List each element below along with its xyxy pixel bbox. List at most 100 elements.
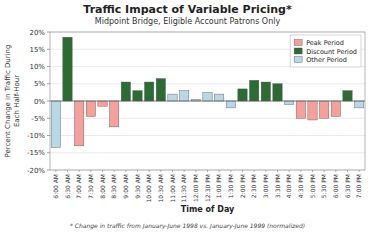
grid-line: [50, 101, 365, 102]
y-tick: [47, 135, 50, 136]
bar: [320, 101, 329, 118]
y-axis-label-line: Percent Change in Traffic During: [4, 45, 12, 158]
bar: [63, 37, 72, 101]
bar: [250, 80, 259, 101]
y-tick: [47, 170, 50, 171]
x-tick: [172, 170, 173, 172]
bar: [273, 84, 282, 101]
x-tick-label: 9:00 AM: [122, 174, 129, 199]
y-tick-label: 5%: [34, 80, 45, 88]
bar: [238, 89, 247, 101]
x-tick: [324, 170, 325, 172]
x-tick-label: 8:00 AM: [99, 174, 106, 199]
y-tick: [47, 49, 50, 50]
x-tick-label: 6:00 AM: [52, 174, 59, 199]
bar: [285, 101, 294, 104]
y-tick-label: 20%: [29, 29, 45, 37]
legend-box: [290, 35, 361, 67]
bar: [296, 101, 305, 118]
x-tick: [219, 170, 220, 172]
x-tick-label: 12:00 PM: [192, 174, 199, 202]
grid-line: [50, 135, 365, 136]
legend-label: Discount Period: [306, 48, 357, 56]
legend-swatch: [294, 48, 302, 54]
x-tick-label: 6:00 PM: [332, 174, 339, 198]
bar: [203, 92, 212, 101]
x-axis-label: Time of Day: [181, 205, 235, 214]
x-tick: [160, 170, 161, 172]
title: Traffic Impact of Variable Pricing*: [83, 3, 292, 16]
subtitle: Midpoint Bridge, Eligible Account Patron…: [95, 17, 281, 26]
x-tick: [242, 170, 243, 172]
x-tick: [149, 170, 150, 172]
chart: Traffic Impact of Variable Pricing*Midpo…: [0, 0, 375, 233]
x-tick-label: 10:00 AM: [145, 174, 152, 202]
bar: [261, 82, 270, 101]
y-axis-label: Percent Change in Traffic DuringEach Hal…: [4, 45, 21, 158]
x-tick: [90, 170, 91, 172]
bar: [133, 91, 142, 101]
x-tick-label: 3:30 PM: [274, 174, 281, 198]
y-tick-label: -20%: [27, 167, 45, 175]
y-tick-label: -5%: [31, 115, 45, 123]
bar: [180, 91, 189, 101]
x-tick: [102, 170, 103, 172]
x-tick-label: 7:00 PM: [355, 174, 362, 198]
legend-label: Peak Period: [306, 39, 344, 47]
x-tick: [195, 170, 196, 172]
zero-line: [50, 101, 365, 102]
y-tick-label: 0%: [34, 98, 45, 106]
bar: [51, 101, 60, 148]
x-tick-label: 5:30 PM: [320, 174, 327, 198]
x-tick: [312, 170, 313, 172]
y-tick-label: -15%: [27, 149, 45, 157]
x-tick-label: 12:30 PM: [204, 174, 211, 202]
bar: [343, 91, 352, 101]
y-tick-label: -10%: [27, 132, 45, 140]
x-tick: [207, 170, 208, 172]
x-tick: [335, 170, 336, 172]
x-tick-label: 5:00 PM: [309, 174, 316, 198]
x-tick: [254, 170, 255, 172]
x-tick: [300, 170, 301, 172]
x-tick-label: 10:30 AM: [157, 174, 164, 202]
x-tick: [114, 170, 115, 172]
bar: [145, 82, 154, 101]
y-tick: [47, 101, 50, 102]
legend-label: Other Period: [306, 56, 347, 64]
bar: [331, 101, 340, 117]
x-tick: [347, 170, 348, 172]
x-tick-label: 4:30 PM: [297, 174, 304, 198]
x-tick: [230, 170, 231, 172]
y-axis-label-line: Each Half-Hour: [13, 75, 21, 127]
x-tick-label: 2:30 PM: [250, 174, 257, 198]
x-tick-label: 4:00 PM: [285, 174, 292, 198]
bar: [168, 94, 177, 101]
x-tick: [359, 170, 360, 172]
y-tick: [47, 83, 50, 84]
plot-frame: [50, 32, 365, 170]
x-tick-label: 7:00 AM: [75, 174, 82, 199]
x-tick: [184, 170, 185, 172]
footnote: * Change in traffic from January-June 19…: [70, 222, 305, 230]
bar: [308, 101, 317, 120]
bar: [110, 101, 119, 127]
x-tick-label: 1:00 PM: [215, 174, 222, 198]
bar: [215, 94, 224, 101]
x-tick-label: 8:30 AM: [110, 174, 117, 199]
x-tick-label: 6:30 PM: [344, 174, 351, 198]
y-tick: [47, 66, 50, 67]
x-tick-label: 11:30 AM: [180, 174, 187, 202]
bar: [156, 79, 165, 101]
grid-line: [50, 83, 365, 84]
x-tick-label: 9:30 AM: [134, 174, 141, 199]
x-tick: [265, 170, 266, 172]
legend: Peak PeriodDiscount PeriodOther Period: [290, 35, 361, 67]
bar: [226, 101, 235, 108]
plot-area: [50, 32, 365, 170]
x-tick: [55, 170, 56, 172]
x-tick: [67, 170, 68, 172]
y-tick: [47, 118, 50, 119]
x-tick: [289, 170, 290, 172]
x-tick-label: 1:30 PM: [227, 174, 234, 198]
